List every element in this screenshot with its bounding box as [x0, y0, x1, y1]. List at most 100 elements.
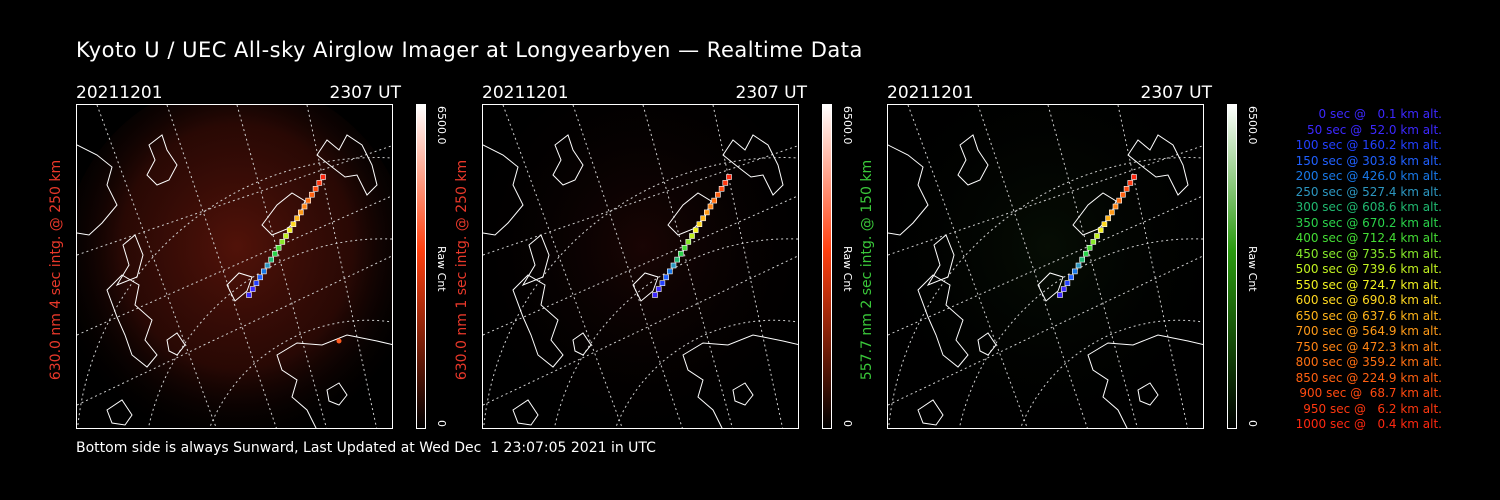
trajectory-point [674, 256, 680, 263]
trajectory-point [1086, 245, 1093, 251]
trajectory-point [257, 274, 263, 281]
trajectory-point [272, 250, 278, 257]
trajectory-point [320, 174, 326, 180]
trajectory-point [1094, 233, 1100, 239]
colorbar-unit: Raw Cnt [435, 246, 448, 292]
imager-panel-1: 20211201 2307 UT 630.0 nm 4 sec intg. @ … [48, 80, 476, 440]
trajectory-point [726, 174, 732, 180]
trajectory-point [722, 180, 729, 186]
trajectory-legend: 0 sec @ 0.1 km alt. 50 sec @ 52.0 km alt.… [1262, 107, 1442, 433]
panel-date: 20211201 [76, 83, 163, 103]
legend-entry: 150 sec @ 303.8 km alt. [1295, 153, 1442, 168]
panel-ylabel: 630.0 nm 1 sec intg. @ 250 km [454, 159, 470, 381]
trajectory-point [652, 292, 658, 298]
trajectory-point [659, 280, 666, 286]
footer-status: Bottom side is always Sunward, Last Upda… [76, 440, 656, 456]
trajectory-point [1123, 186, 1130, 192]
legend-entry: 350 sec @ 670.2 km alt. [1295, 215, 1442, 230]
trajectory-point [663, 274, 669, 281]
colorbar-max: 6500.0 [1246, 106, 1259, 145]
legend-entry: 250 sec @ 527.4 km alt. [1295, 184, 1442, 199]
trajectory-point [681, 245, 688, 251]
trajectory-point [1127, 180, 1134, 186]
trajectory-point [279, 239, 286, 245]
trajectory-point [283, 233, 289, 239]
legend-entry: 1000 sec @ 0.4 km alt. [1295, 417, 1442, 431]
trajectory-point [316, 180, 323, 186]
trajectory-point [667, 268, 673, 275]
trajectory-point [696, 221, 703, 227]
trajectory-point [1120, 191, 1126, 198]
trajectory-point [1112, 203, 1119, 210]
trajectory-point [312, 186, 319, 192]
trajectory-point [286, 227, 293, 233]
trajectory-point [261, 268, 267, 275]
legend-entry: 700 sec @ 564.9 km alt. [1295, 324, 1442, 338]
trajectory-point [689, 233, 695, 239]
panel-time: 2307 UT [735, 83, 808, 103]
trajectory-point [1097, 227, 1104, 233]
trajectory-point [718, 186, 725, 192]
legend-entry: 950 sec @ 6.2 km alt. [1303, 401, 1442, 416]
legend-entry: 300 sec @ 608.6 km alt. [1295, 200, 1442, 214]
colorbar-min: 0 [1246, 420, 1259, 427]
trajectory-point [1064, 280, 1071, 286]
legend-entry: 800 sec @ 359.2 km alt. [1295, 355, 1442, 369]
trajectory-point [1079, 256, 1085, 263]
trajectory-point [309, 191, 315, 198]
trajectory-point [670, 262, 677, 269]
trajectory-point [1075, 262, 1082, 269]
trajectory-point [692, 227, 699, 233]
legend-entry: 850 sec @ 224.9 km alt. [1295, 370, 1442, 385]
trajectory-point [700, 215, 706, 222]
colorbar-min: 0 [841, 420, 854, 427]
trajectory-point [711, 197, 717, 204]
trajectory-point [707, 203, 714, 210]
trajectory-point [298, 209, 304, 216]
trajectory-point [1057, 292, 1063, 298]
legend-entry: 100 sec @ 160.2 km alt. [1295, 138, 1442, 152]
colorbar [416, 104, 426, 429]
trajectory-point [275, 245, 282, 251]
legend-entry: 650 sec @ 637.6 km alt. [1295, 308, 1442, 323]
trajectory-point [1060, 286, 1067, 292]
colorbar [822, 104, 832, 429]
panel-ylabel: 557.7 nm 2 sec intg. @ 150 km [859, 159, 875, 381]
trajectory-point [294, 215, 300, 222]
trajectory-point [678, 250, 684, 257]
trajectory-point [1101, 221, 1108, 227]
legend-entry: 500 sec @ 739.6 km alt. [1295, 262, 1442, 276]
trajectory-point [305, 197, 311, 204]
legend-entry: 0 sec @ 0.1 km alt. [1318, 107, 1443, 121]
colorbar-min: 0 [435, 420, 448, 427]
panel-time: 2307 UT [1140, 83, 1213, 103]
trajectory-point [268, 256, 274, 263]
trajectory-point [1090, 239, 1097, 245]
trajectory-point [246, 292, 252, 298]
legend-entry: 750 sec @ 472.3 km alt. [1295, 339, 1442, 354]
colorbar-max: 6500.0 [435, 106, 448, 145]
trajectory-point [301, 203, 308, 210]
legend-entry: 400 sec @ 712.4 km alt. [1295, 231, 1442, 245]
trajectory-point [1116, 197, 1122, 204]
legend-entry: 550 sec @ 724.7 km alt. [1295, 277, 1442, 292]
legend-entry: 200 sec @ 426.0 km alt. [1295, 169, 1442, 183]
page-title: Kyoto U / UEC All-sky Airglow Imager at … [76, 38, 863, 62]
allsky-map [887, 104, 1204, 429]
imager-panel-3: 20211201 2307 UT 557.7 nm 2 sec intg. @ … [859, 80, 1287, 440]
colorbar-max: 6500.0 [841, 106, 854, 145]
colorbar-unit: Raw Cnt [1246, 246, 1259, 292]
legend-entry: 450 sec @ 735.5 km alt. [1295, 246, 1442, 261]
trajectory-point [1068, 274, 1074, 281]
imager-panel-2: 20211201 2307 UT 630.0 nm 1 sec intg. @ … [454, 80, 882, 440]
trajectory-point [1105, 215, 1111, 222]
panel-date: 20211201 [482, 83, 569, 103]
trajectory-point [253, 280, 260, 286]
trajectory-point [1109, 209, 1115, 216]
trajectory-point [1072, 268, 1078, 275]
allsky-map [76, 104, 393, 429]
trajectory-point [1131, 174, 1137, 180]
trajectory-point [715, 191, 721, 198]
trajectory-point [249, 286, 256, 292]
panel-date: 20211201 [887, 83, 974, 103]
